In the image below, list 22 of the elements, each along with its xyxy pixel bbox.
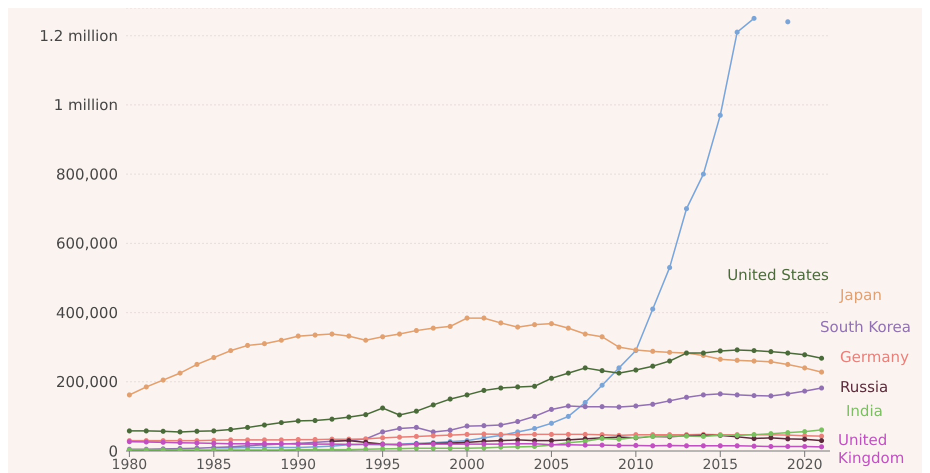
x-tick-label: 1980 (112, 456, 148, 473)
text: Japan (839, 286, 882, 304)
y-tick-label: 1 million (54, 96, 118, 114)
y-tick-label: 1.2 million (39, 27, 118, 46)
y-tick-label: 600,000 (56, 234, 118, 253)
text: United States (727, 266, 829, 284)
text: Germany (840, 348, 910, 366)
series-label: United Kingdom (838, 431, 904, 467)
x-tick-label: 2010 (618, 456, 654, 473)
text: Russia (840, 378, 888, 396)
series-label: India (846, 402, 883, 420)
y-tick-label: 800,000 (56, 165, 118, 184)
x-tick-label: 2005 (534, 456, 570, 473)
x-tick-label: 2015 (702, 456, 738, 473)
x-tick-label: 1990 (280, 456, 316, 473)
x-tick-label: 1985 (196, 456, 232, 473)
x-tick-label: 2000 (449, 456, 485, 473)
x-tick-label: 1995 (364, 456, 400, 473)
x-tick-label: 2020 (786, 456, 822, 473)
y-tick-label: 200,000 (56, 373, 118, 392)
text: South Korea (820, 318, 911, 336)
y-tick-label: 400,000 (56, 304, 118, 322)
